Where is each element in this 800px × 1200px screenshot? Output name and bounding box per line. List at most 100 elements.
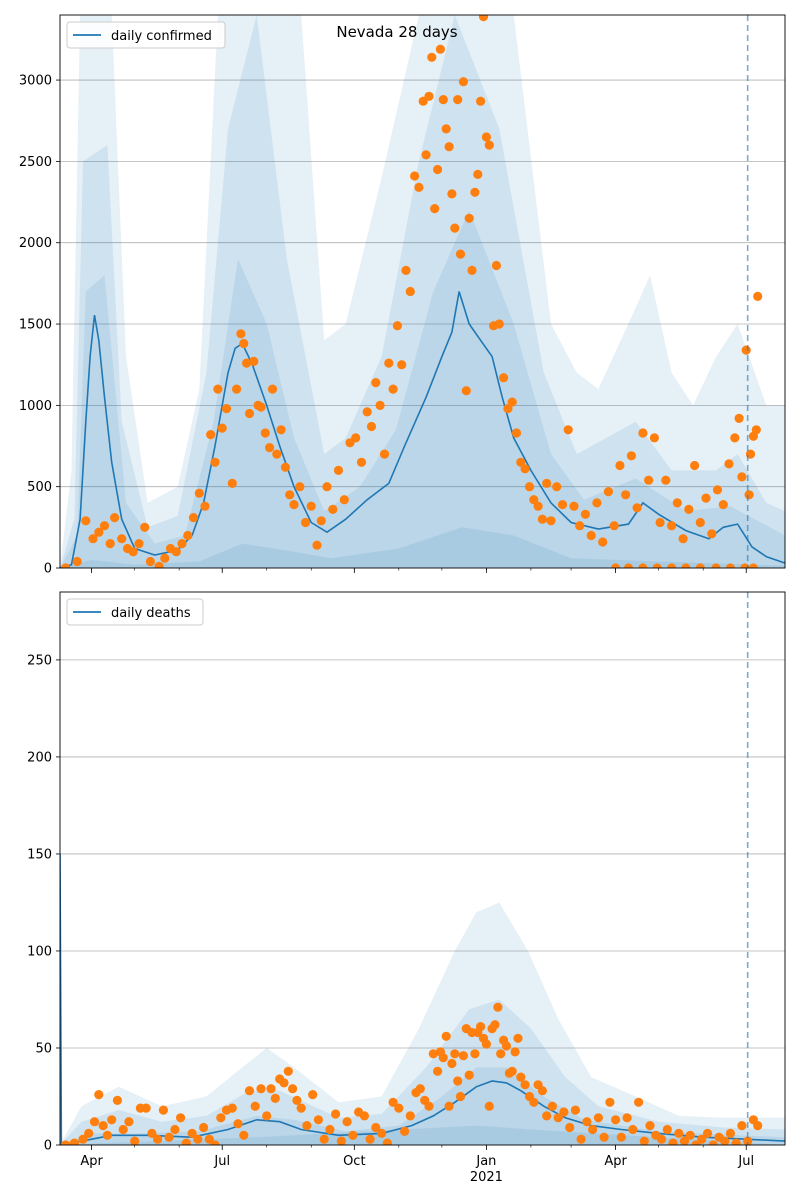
legend-box: [66, 21, 226, 49]
data-point: [188, 513, 199, 523]
data-point: [78, 1134, 88, 1144]
data-point: [656, 1134, 667, 1144]
data-point: [171, 547, 181, 557]
data-point: [552, 482, 562, 492]
data-point: [563, 425, 573, 435]
data-point: [200, 501, 210, 511]
data-point: [616, 1132, 626, 1142]
uncertainty-band-inner: [60, 210, 785, 568]
data-point: [667, 521, 677, 531]
data-point: [295, 482, 305, 492]
deaths-panel: 0 50 100 150 200 250 Apr Jul Oct Jan Apr Jul 2021 dai…: [27, 591, 786, 1185]
data-point: [232, 384, 242, 394]
data-point: [603, 487, 614, 497]
data-point: [249, 356, 259, 366]
data-point: [365, 1134, 375, 1144]
data-point: [384, 358, 394, 368]
data-point: [652, 563, 662, 568]
data-point: [72, 556, 82, 567]
data-point: [516, 1072, 526, 1082]
data-point: [598, 537, 608, 547]
data-point: [272, 449, 282, 459]
data-point: [513, 1033, 523, 1043]
data-point: [117, 534, 127, 544]
data-point: [661, 475, 671, 485]
data-point: [559, 1107, 569, 1117]
data-point: [481, 1039, 491, 1049]
y-tick-label: 250: [27, 653, 52, 668]
data-point: [424, 91, 434, 101]
data-point: [533, 501, 543, 511]
data-point: [313, 1115, 323, 1125]
data-point: [61, 563, 71, 568]
data-point: [655, 517, 665, 528]
data-point: [453, 1076, 463, 1086]
data-point: [503, 404, 513, 414]
data-point: [753, 1121, 763, 1131]
data-point: [467, 265, 477, 275]
legend-label: daily deaths: [111, 606, 191, 621]
data-point: [546, 516, 556, 526]
data-point: [484, 140, 494, 150]
data-point: [183, 530, 193, 541]
data-point: [441, 1031, 451, 1041]
data-point: [711, 563, 721, 568]
y-tick-label: 0: [44, 1139, 52, 1154]
y-tick-label: 1500: [19, 318, 52, 333]
data-point: [288, 1084, 298, 1094]
data-point: [510, 1047, 520, 1057]
data-point: [464, 213, 474, 223]
data-point: [455, 1091, 466, 1102]
data-point: [194, 488, 204, 498]
x-tick-label: Jul: [737, 1154, 754, 1169]
data-point: [615, 460, 625, 471]
data-point: [712, 485, 723, 495]
data-point: [388, 384, 398, 394]
data-point: [300, 517, 311, 528]
data-point: [632, 503, 642, 513]
data-point: [622, 1113, 632, 1123]
data-point: [470, 187, 480, 197]
confirmed-panel: 0 500 1000 1500 2000 2500 3000 daily confirmed: [19, 14, 786, 577]
data-point: [493, 1002, 503, 1012]
data-point: [731, 1138, 741, 1145]
uncertainty-band-mid: [60, 999, 785, 1145]
data-point: [312, 540, 322, 550]
data-point: [628, 1124, 638, 1135]
data-point: [154, 561, 164, 568]
data-point: [285, 490, 295, 500]
legend: daily deaths: [66, 598, 204, 626]
data-point: [270, 1093, 280, 1103]
data-point: [580, 509, 591, 519]
data-point: [453, 95, 463, 105]
data-point: [470, 1049, 480, 1059]
data-point: [382, 1138, 392, 1145]
x-tick-label: Apr: [604, 1154, 627, 1169]
data-point: [476, 1022, 486, 1032]
data-point: [421, 150, 431, 160]
data-point: [592, 498, 602, 508]
y-tick-label: 500: [27, 480, 52, 495]
data-point: [516, 457, 526, 467]
data-point: [484, 1101, 494, 1111]
data-point: [227, 1103, 237, 1113]
data-point: [542, 478, 552, 488]
data-point: [88, 534, 98, 544]
data-point: [260, 428, 270, 438]
data-point: [496, 1049, 506, 1059]
data-point: [684, 504, 694, 514]
data-point: [89, 1117, 100, 1127]
data-point: [397, 360, 407, 370]
data-point: [328, 504, 338, 514]
data-point: [697, 1134, 707, 1144]
data-point: [662, 1124, 672, 1135]
data-point: [478, 15, 489, 22]
data-point: [553, 1113, 563, 1123]
data-point: [501, 1041, 512, 1051]
data-point: [164, 1132, 174, 1142]
data-point: [695, 517, 705, 528]
data-point: [141, 1103, 151, 1113]
data-point: [210, 1140, 220, 1145]
data-point: [461, 386, 471, 396]
